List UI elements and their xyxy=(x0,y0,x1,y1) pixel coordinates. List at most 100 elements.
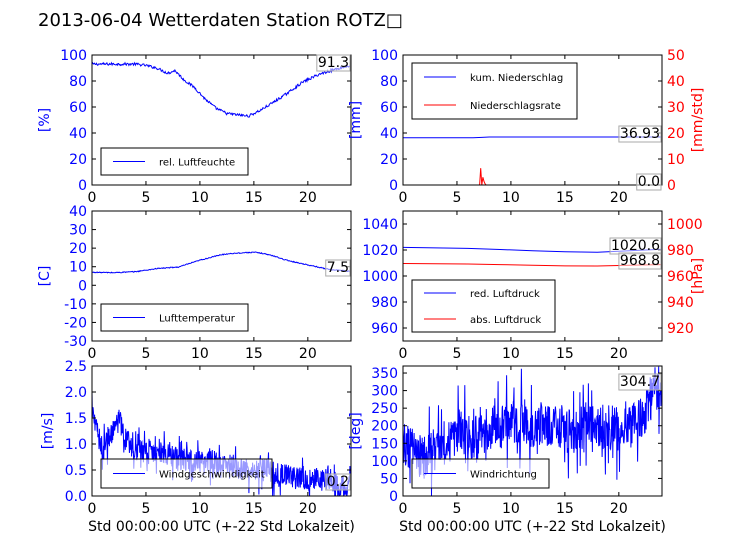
y-tick-label: 250 xyxy=(371,401,398,417)
y-axis-label: [m/s] xyxy=(40,413,56,450)
y-tick-label: 150 xyxy=(371,436,398,452)
y2-tick-label: 10 xyxy=(667,152,685,168)
plot-frame xyxy=(402,54,663,186)
x-tick-label: 0 xyxy=(399,190,408,206)
y-tick-label: 1000 xyxy=(362,269,398,285)
y-tick-label: 50 xyxy=(380,471,398,487)
legend: Lufttemperatur xyxy=(100,303,249,332)
x-tick-label: 10 xyxy=(191,501,209,517)
series-line-windrichtung xyxy=(402,366,663,497)
x-tick-label: 20 xyxy=(299,346,317,362)
legend-label: Niederschlagsrate xyxy=(470,101,561,112)
y-tick-label: 0 xyxy=(78,278,87,294)
y-tick-label: 350 xyxy=(371,366,398,382)
y-tick-label: 30 xyxy=(69,223,87,239)
value-box xyxy=(618,252,662,270)
x-tick-label: 5 xyxy=(141,346,150,362)
y-tick-label: 40 xyxy=(69,204,87,220)
value-box xyxy=(325,473,351,491)
legend-label: kum. Niederschlag xyxy=(470,73,563,84)
y-tick-label: 10 xyxy=(69,260,87,276)
x-tick-label: 5 xyxy=(141,190,150,206)
y2-tick-label: 940 xyxy=(667,295,694,311)
x-tick-label: 10 xyxy=(502,501,520,517)
y2-tick-label: 1000 xyxy=(667,217,703,233)
y-tick-label: 0.0 xyxy=(65,489,87,505)
y2-tick-label: 50 xyxy=(667,48,685,64)
y-tick-label: 100 xyxy=(371,48,398,64)
legend: kum. Niederschlag Niederschlagsrate xyxy=(411,62,578,120)
value-box xyxy=(618,125,662,143)
y-tick-label: 100 xyxy=(60,48,87,64)
y-tick-label: 0 xyxy=(389,178,398,194)
y2-axis-label: [mm/std] xyxy=(690,88,706,153)
y-tick-label: 60 xyxy=(69,100,87,116)
y-tick-label: 1040 xyxy=(362,217,398,233)
y-tick-label: 2.0 xyxy=(65,385,87,401)
legend-box xyxy=(411,458,550,489)
x-tick-label: 5 xyxy=(452,190,461,206)
y-tick-label: 20 xyxy=(69,241,87,257)
x-tick-label: 5 xyxy=(141,501,150,517)
y-tick-label: -30 xyxy=(64,334,87,350)
series-line-rel-luftfeuchte xyxy=(91,61,352,118)
legend: Windrichtung xyxy=(411,458,550,489)
value-box xyxy=(618,373,662,391)
y-tick-label: 80 xyxy=(69,74,87,90)
legend: red. Luftdruck abs. Luftdruck xyxy=(411,279,556,333)
x-axis-label: Std 00:00:00 UTC (+-22 Std Lokalzeit) xyxy=(88,519,355,535)
x-tick-label: 20 xyxy=(299,190,317,206)
legend-box xyxy=(100,458,273,489)
chart-temperature: 0 5 10 15 20 -30 -20 -10 0 10 20 30 40 [C] Lufttempera… xyxy=(37,204,352,362)
x-tick-label: 15 xyxy=(556,346,574,362)
y-tick-label: 0 xyxy=(78,178,87,194)
x-tick-label: 15 xyxy=(245,501,263,517)
current-value-readout: 968.8 xyxy=(620,253,660,269)
chart-precipitation: 0 5 10 15 20 0 20 40 60 80 100 0 10 20 30 40 50 [mm] [mm/s… xyxy=(348,48,706,206)
y-tick-label: 0 xyxy=(389,489,398,505)
current-value-readout: 0.2 xyxy=(327,474,349,490)
plot-frame xyxy=(91,210,352,342)
y2-tick-label: 980 xyxy=(667,243,694,259)
y-axis-label: [mm] xyxy=(348,101,364,139)
y-tick-label: 980 xyxy=(371,295,398,311)
plot-frame xyxy=(91,365,352,497)
current-value-readout: 7.5 xyxy=(327,260,349,276)
y2-tick-label: 40 xyxy=(667,74,685,90)
legend-box xyxy=(411,62,578,120)
y-tick-label: 20 xyxy=(380,152,398,168)
current-value-readout: 0.0 xyxy=(638,174,660,190)
y-tick-label: 1020 xyxy=(362,243,398,259)
y-tick-label: -20 xyxy=(64,315,87,331)
y2-axis-label: [hPa] xyxy=(690,258,706,294)
series-line-niederschlagsrate xyxy=(403,168,662,186)
legend: Windgeschwindigkeit xyxy=(100,458,273,489)
y2-tick-label: 20 xyxy=(667,126,685,142)
x-tick-label: 10 xyxy=(191,190,209,206)
y-tick-label: 1.5 xyxy=(65,411,87,427)
y-axis-label: [C] xyxy=(37,266,53,287)
x-tick-label: 15 xyxy=(556,501,574,517)
x-tick-label: 10 xyxy=(502,190,520,206)
y2-tick-label: 920 xyxy=(667,321,694,337)
legend-label: Lufttemperatur xyxy=(159,314,236,325)
x-tick-label: 10 xyxy=(502,346,520,362)
chart-pressure: 0 5 10 15 20 960 980 1000 1020 1040 920 940 960 980 10… xyxy=(362,210,706,362)
y-tick-label: 1.0 xyxy=(65,437,87,453)
x-tick-label: 15 xyxy=(556,190,574,206)
x-tick-label: 15 xyxy=(245,346,263,362)
x-tick-label: 15 xyxy=(245,190,263,206)
value-box xyxy=(325,259,351,277)
y-tick-label: 0.5 xyxy=(65,463,87,479)
chart-humidity: 0 5 10 15 20 0 20 40 60 80 100 [%] rel. Luftfeuchte 9… xyxy=(37,48,352,206)
y-tick-label: 20 xyxy=(69,152,87,168)
y2-tick-label: 960 xyxy=(667,269,694,285)
legend-box xyxy=(411,279,556,333)
value-box xyxy=(636,173,662,191)
legend-label: rel. Luftfeuchte xyxy=(159,158,235,169)
x-axis-label: Std 00:00:00 UTC (+-22 Std Lokalzeit) xyxy=(399,519,666,535)
y-tick-label: 960 xyxy=(371,321,398,337)
x-tick-label: 0 xyxy=(88,190,97,206)
y-tick-label: 200 xyxy=(371,419,398,435)
x-tick-label: 0 xyxy=(88,501,97,517)
